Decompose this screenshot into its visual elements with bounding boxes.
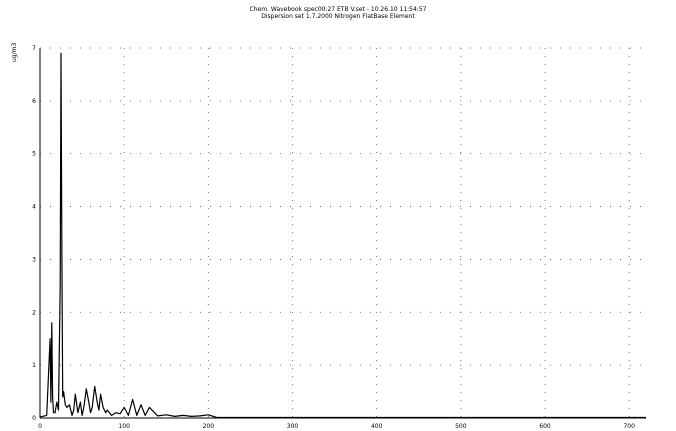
- y-tick-label: 5: [32, 151, 36, 158]
- x-tick-label: 200: [203, 423, 215, 430]
- chart-subtitle: Dispersion set 1.7.2000 Nitrogen FlatBas…: [261, 13, 415, 20]
- chart-title: Chem. Wavebook spec00:27 ETB V.set - 10.…: [249, 6, 427, 13]
- x-tick-label: 700: [623, 423, 635, 430]
- y-tick-label: 6: [32, 98, 36, 105]
- x-tick-label: 500: [455, 423, 467, 430]
- axis-layer: [39, 48, 646, 419]
- chart-title-block: Chem. Wavebook spec00:27 ETB V.set - 10.…: [0, 6, 676, 20]
- spectrum-line: [39, 52, 646, 419]
- y-tick-label: 4: [32, 204, 36, 211]
- x-tick-label: 600: [539, 423, 551, 430]
- y-tick-label: 0: [32, 415, 36, 422]
- y-tick-label: 1: [32, 362, 36, 369]
- x-tick-label: 0: [38, 423, 42, 430]
- y-tick-label: 7: [32, 45, 36, 52]
- x-tick-label: 100: [118, 423, 130, 430]
- grid-layer: [40, 47, 646, 418]
- x-tick-label: 400: [371, 423, 383, 430]
- tick-label-layer: 0 100 200 300 400 500 600 700 0 1 2 3 4 5 6 7: [32, 45, 635, 430]
- y-tick-label: 3: [32, 256, 36, 263]
- x-tick-label: 300: [287, 423, 299, 430]
- series-layer: [39, 52, 646, 419]
- y-tick-label: 2: [32, 309, 36, 316]
